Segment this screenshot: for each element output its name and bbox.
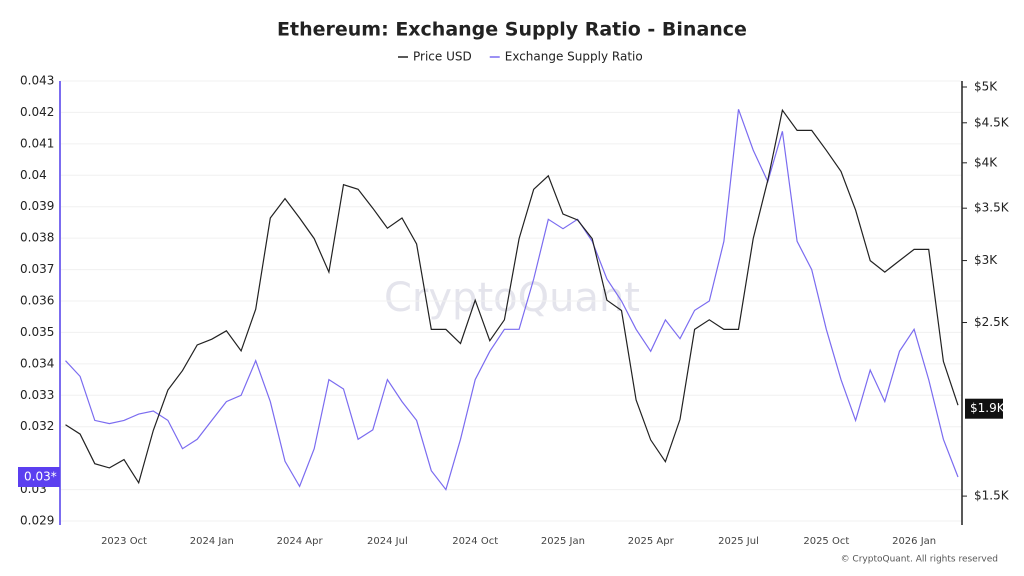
y-tick-label: 0.035 bbox=[20, 325, 54, 339]
current-value-label: 0.03* bbox=[24, 470, 57, 484]
y2-tick-label: $1.5K bbox=[974, 489, 1010, 503]
x-tick-label: 2024 Jul bbox=[367, 536, 408, 547]
series-line bbox=[65, 109, 959, 491]
current-value-label: $1.9K bbox=[970, 401, 1006, 415]
y-tick-label: 0.029 bbox=[20, 514, 54, 528]
y-tick-label: 0.042 bbox=[20, 105, 54, 119]
watermark: CryptoQuant bbox=[384, 275, 640, 321]
current-value-box bbox=[965, 398, 1003, 419]
y-tick-label: 0.036 bbox=[20, 294, 54, 308]
y-tick-label: 0.039 bbox=[20, 199, 54, 213]
y2-tick-label: $3K bbox=[974, 253, 998, 267]
legend-label: Price USD bbox=[413, 50, 472, 64]
chart-title: Ethereum: Exchange Supply Ratio - Binanc… bbox=[277, 19, 747, 41]
x-tick-label: 2025 Jan bbox=[541, 536, 585, 547]
current-value-box bbox=[18, 467, 60, 487]
y2-tick-label: $3.5K bbox=[974, 201, 1010, 215]
y-tick-label: 0.033 bbox=[20, 388, 54, 402]
x-tick-label: 2026 Jan bbox=[892, 536, 936, 547]
x-tick-label: 2023 Oct bbox=[101, 536, 147, 547]
y-tick-label: 0.034 bbox=[20, 356, 54, 370]
y2-tick-label: $5K bbox=[974, 79, 998, 93]
series-line bbox=[65, 108, 959, 485]
y2-tick-label: $4K bbox=[974, 155, 998, 169]
y-tick-label: 0.032 bbox=[20, 419, 54, 433]
y-tick-label: 0.041 bbox=[20, 136, 54, 150]
y2-tick-label: $2.5K bbox=[974, 315, 1010, 329]
x-tick-label: 2024 Oct bbox=[452, 536, 498, 547]
y-tick-label: 0.043 bbox=[20, 74, 54, 88]
y2-tick-label: $4.5K bbox=[974, 115, 1010, 129]
x-tick-label: 2025 Oct bbox=[803, 536, 849, 547]
footer: © CryptoQuant. All rights reserved bbox=[841, 555, 998, 565]
x-tick-label: 2024 Apr bbox=[277, 536, 324, 547]
legend-label: Exchange Supply Ratio bbox=[505, 50, 643, 64]
x-tick-label: 2025 Apr bbox=[628, 536, 675, 547]
y-tick-label: 0.04 bbox=[20, 168, 47, 182]
y-tick-label: 0.038 bbox=[20, 231, 54, 245]
x-tick-label: 2025 Jul bbox=[718, 536, 759, 547]
x-tick-label: 2024 Jan bbox=[190, 536, 234, 547]
y-tick-label: 0.037 bbox=[20, 262, 54, 276]
